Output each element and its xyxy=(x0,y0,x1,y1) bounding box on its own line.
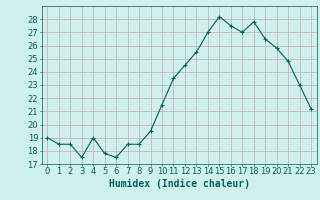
X-axis label: Humidex (Indice chaleur): Humidex (Indice chaleur) xyxy=(109,179,250,189)
